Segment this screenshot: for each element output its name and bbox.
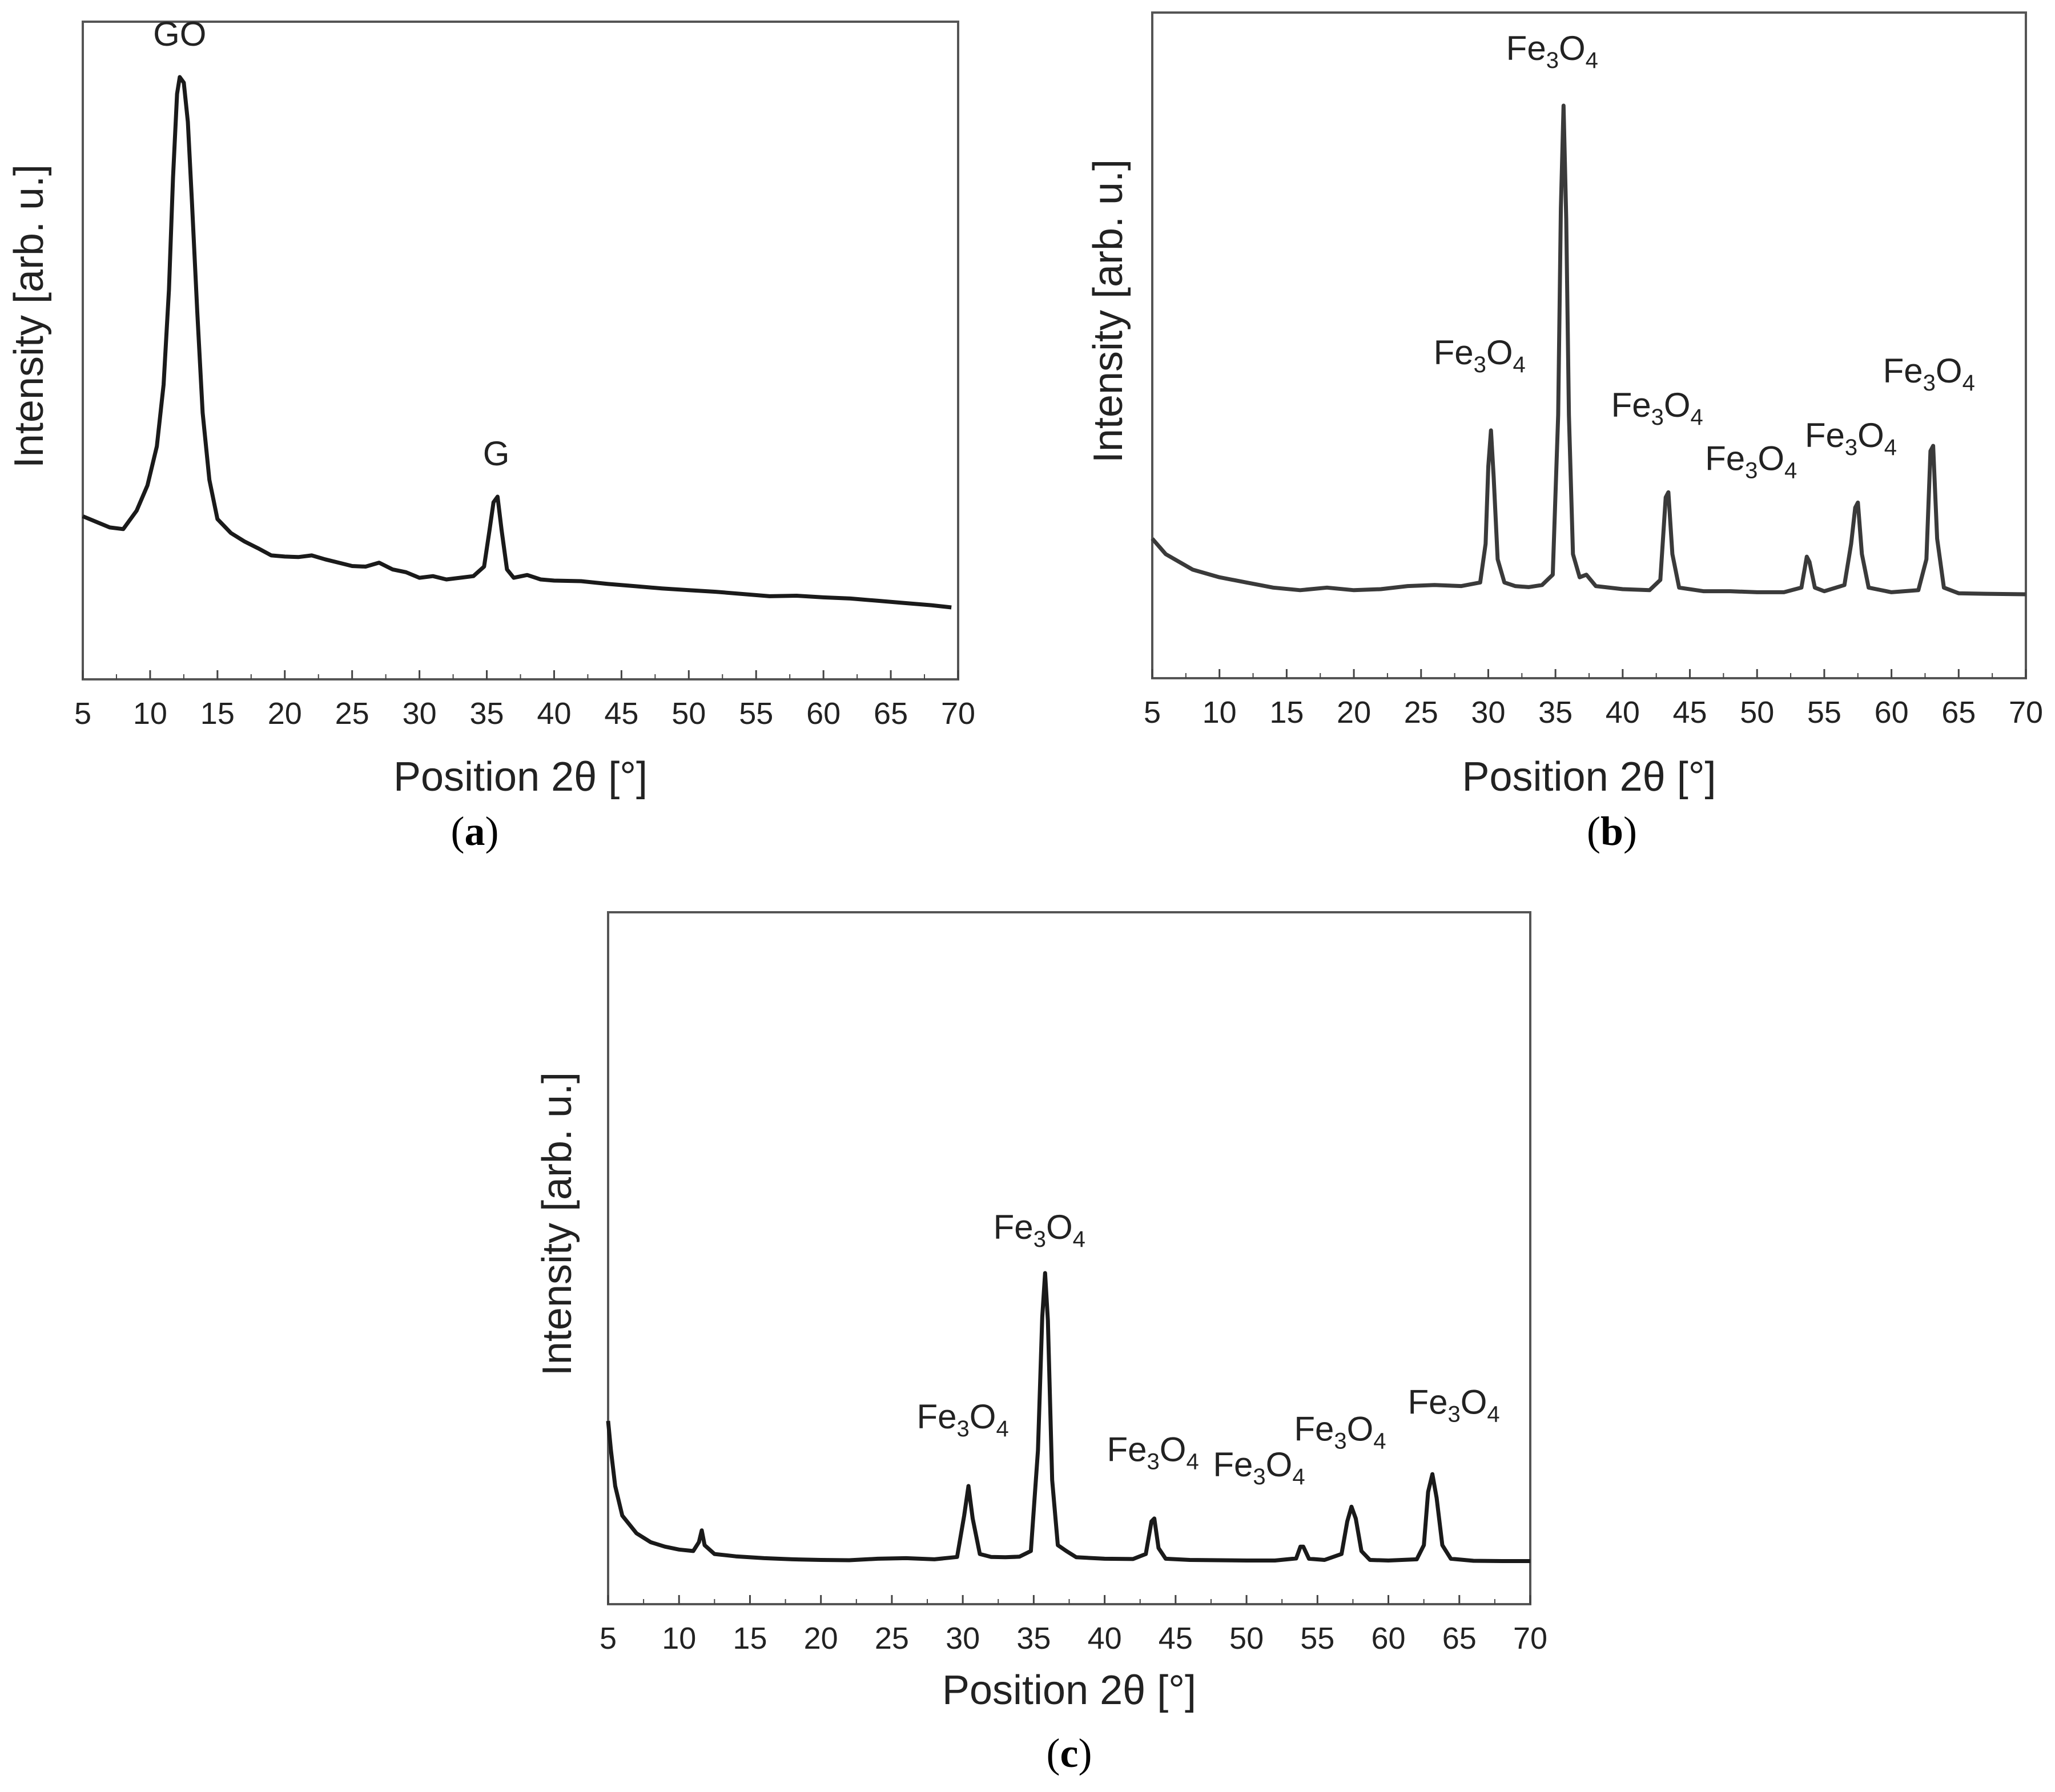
panel-label: (a) [451,808,499,854]
peak-label: Fe3O4 [1705,440,1797,484]
series-line-0 [1151,103,2026,597]
x-tick-label: 15 [1269,695,1304,730]
x-tick-label: 45 [1672,695,1707,730]
x-tick-label: 70 [941,696,975,731]
peak-label: Fe3O4 [916,1398,1008,1441]
x-tick-label: 5 [1144,695,1161,730]
y-axis-label: Intensity [arb. u.] [534,1072,580,1376]
plot-frame [607,911,1531,1605]
x-tick-label: 50 [1740,695,1774,730]
x-tick-label: 10 [1203,695,1237,730]
peak-label: Fe3O4 [1107,1430,1199,1474]
x-tick-label: 15 [200,696,235,731]
x-tick-label: 55 [1807,695,1841,730]
x-tick-label: 55 [739,696,773,731]
x-tick-label: 40 [1088,1621,1122,1656]
x-tick-label: 20 [268,696,302,731]
peak-label: Fe3O4 [1883,352,1975,396]
x-tick-label: 45 [604,696,638,731]
x-tick-label: 10 [662,1621,696,1656]
plot-frame [82,21,959,680]
x-tick-label: 30 [1471,695,1505,730]
x-tick-label: 20 [1337,695,1371,730]
x-tick-label: 50 [671,696,706,731]
peak-label: Fe3O4 [1805,416,1897,460]
x-tick-label: 65 [874,696,908,731]
x-tick-label: 70 [2009,695,2043,730]
x-tick-label: 60 [1875,695,1909,730]
x-tick-label: 35 [1016,1621,1051,1656]
x-tick-label: 30 [403,696,437,731]
panel-b: 5 10 15 20 25 30 35 40 45 50 55 60 65 70 Position 2θ [… [1085,11,2043,854]
panel-a: 5 10 15 20 25 30 35 40 45 50 55 60 65 70 Position 2θ [… [6,15,975,854]
x-tick-label: 35 [469,696,504,731]
x-axis-label: Position 2θ [°] [1462,754,1716,800]
y-axis-label: Intensity [arb. u.] [1085,159,1131,463]
peak-label: Fe3O4 [994,1208,1085,1252]
x-tick-label: 10 [133,696,167,731]
x-tick-label: 15 [733,1621,767,1656]
x-tick-label: 5 [74,696,91,731]
peak-label: Fe3O4 [1407,1383,1499,1427]
series-line-0 [82,75,952,610]
x-tick-label: 60 [1371,1621,1405,1656]
x-tick-label: 25 [335,696,369,731]
panel-c: 5 10 15 20 25 30 35 40 45 50 55 60 65 70 Position 2θ [… [534,911,1547,1776]
peak-label: Fe3O4 [1434,333,1526,377]
peak-label: G [483,434,510,473]
x-tick-label: 65 [1941,695,1976,730]
series-line-0 [606,1271,1530,1563]
x-tick-label: 60 [806,696,841,731]
x-tick-label: 35 [1538,695,1573,730]
peak-label: Fe3O4 [1213,1445,1305,1489]
peak-label: Fe3O4 [1611,386,1703,430]
panel-label: (b) [1587,808,1637,854]
x-tick-label: 25 [875,1621,909,1656]
x-tick-label: 55 [1300,1621,1334,1656]
panel-label: (c) [1047,1730,1092,1776]
x-tick-label: 70 [1513,1621,1547,1656]
x-tick-label: 65 [1442,1621,1477,1656]
x-axis-label: Position 2θ [°] [393,754,648,800]
x-tick-label: 40 [1606,695,1640,730]
peak-label: GO [153,15,206,53]
peak-label: Fe3O4 [1506,29,1598,73]
x-axis-label: Position 2θ [°] [942,1668,1196,1713]
y-axis-label: Intensity [arb. u.] [6,164,52,468]
x-tick-label: 20 [804,1621,838,1656]
x-tick-label: 40 [537,696,571,731]
x-tick-label: 30 [946,1621,980,1656]
x-tick-label: 5 [600,1621,617,1656]
x-tick-label: 25 [1404,695,1438,730]
peak-label: Fe3O4 [1294,1410,1386,1454]
x-tick-label: 50 [1229,1621,1264,1656]
x-tick-label: 45 [1159,1621,1193,1656]
